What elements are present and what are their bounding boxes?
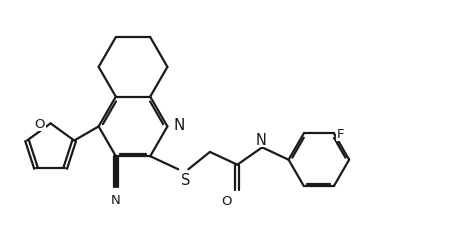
Text: H: H [258, 132, 266, 142]
Text: N: N [256, 132, 266, 147]
Text: O: O [221, 194, 232, 207]
Text: O: O [35, 117, 45, 130]
Text: N: N [111, 193, 121, 206]
Text: N: N [173, 117, 185, 132]
Text: S: S [181, 172, 190, 187]
Text: F: F [336, 128, 344, 140]
